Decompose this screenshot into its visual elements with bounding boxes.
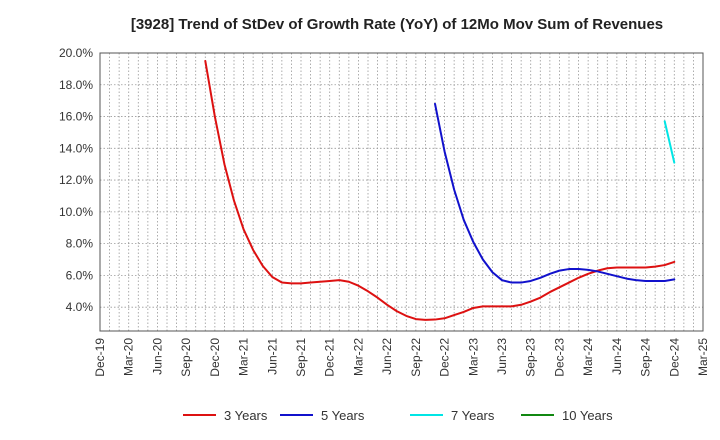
series-layer <box>204 59 676 321</box>
y-tick-label: 20.0% <box>59 46 93 60</box>
x-tick: Jun-24 <box>610 338 624 375</box>
chart-title: [3928] Trend of StDev of Growth Rate (Yo… <box>131 16 663 33</box>
x-tick: Dec-20 <box>208 338 222 377</box>
x-tick-label: Sep-23 <box>524 338 538 377</box>
x-tick: Mar-22 <box>351 338 365 376</box>
y-tick-label: 6.0% <box>66 268 94 282</box>
legend-label: 7 Years <box>451 408 495 423</box>
y-axis: 4.0% 6.0% 8.0% 10.0% 12.0% 14.0% 16.0% 18.0% 20.… <box>59 46 93 314</box>
plot-frame <box>99 52 704 332</box>
x-tick-label: Dec-24 <box>667 338 681 377</box>
x-tick-label: Dec-21 <box>323 338 337 377</box>
x-tick: Sep-20 <box>179 338 193 377</box>
x-axis: Dec-19 Mar-20 Jun-20 Sep-20 Dec-20 Mar-21 Jun-… <box>93 338 710 377</box>
x-tick-label: Sep-22 <box>409 338 423 377</box>
y-tick-label: 10.0% <box>59 205 93 219</box>
legend: 3 Years 5 Years 7 Years 10 Years <box>183 408 613 423</box>
x-tick-label: Sep-24 <box>639 338 653 377</box>
x-tick-label: Jun-21 <box>265 338 279 375</box>
x-tick: Mar-20 <box>122 338 136 376</box>
y-tick-label: 12.0% <box>59 173 93 187</box>
y-tick-label: 8.0% <box>66 237 94 251</box>
x-tick-label: Mar-22 <box>351 338 365 376</box>
y-tick-label: 14.0% <box>59 141 93 155</box>
x-tick-label: Dec-19 <box>93 338 107 377</box>
x-tick-label: Mar-20 <box>122 338 136 376</box>
x-tick: Mar-24 <box>581 338 595 376</box>
y-tick-label: 4.0% <box>66 300 94 314</box>
x-tick: Jun-23 <box>495 338 509 375</box>
grid <box>100 52 703 331</box>
x-tick-label: Sep-21 <box>294 338 308 377</box>
x-tick: Sep-22 <box>409 338 423 377</box>
legend-label: 3 Years <box>224 408 268 423</box>
legend-item: 5 Years <box>280 408 365 423</box>
x-tick-label: Mar-25 <box>696 338 710 376</box>
x-tick-label: Mar-23 <box>466 338 480 376</box>
x-tick-label: Jun-24 <box>610 338 624 375</box>
x-tick-label: Mar-21 <box>237 338 251 376</box>
series-line-5-years <box>434 102 676 284</box>
x-tick-label: Dec-22 <box>438 338 452 377</box>
x-tick: Dec-21 <box>323 338 337 377</box>
series-line-3-years <box>204 59 676 321</box>
legend-item: 3 Years <box>183 408 268 423</box>
x-tick: Mar-21 <box>237 338 251 376</box>
x-tick-label: Jun-23 <box>495 338 509 375</box>
x-tick: Mar-23 <box>466 338 480 376</box>
x-tick: Dec-22 <box>438 338 452 377</box>
x-tick: Dec-23 <box>552 338 566 377</box>
x-tick: Jun-20 <box>150 338 164 375</box>
legend-item: 7 Years <box>410 408 495 423</box>
x-tick: Sep-24 <box>639 338 653 377</box>
x-tick-label: Jun-20 <box>150 338 164 375</box>
x-tick: Sep-23 <box>524 338 538 377</box>
series-line-7-years <box>663 120 676 164</box>
x-tick-label: Mar-24 <box>581 338 595 376</box>
x-tick: Dec-24 <box>667 338 681 377</box>
x-tick: Dec-19 <box>93 338 107 377</box>
x-tick: Mar-25 <box>696 338 710 376</box>
x-tick: Jun-22 <box>380 338 394 375</box>
x-tick: Sep-21 <box>294 338 308 377</box>
legend-label: 5 Years <box>321 408 365 423</box>
y-tick-label: 18.0% <box>59 78 93 92</box>
y-tick-label: 16.0% <box>59 110 93 124</box>
legend-item: 10 Years <box>521 408 613 423</box>
x-tick: Jun-21 <box>265 338 279 375</box>
x-tick-label: Dec-20 <box>208 338 222 377</box>
legend-label: 10 Years <box>562 408 613 423</box>
x-tick-label: Sep-20 <box>179 338 193 377</box>
x-tick-label: Jun-22 <box>380 338 394 375</box>
x-tick-label: Dec-23 <box>552 338 566 377</box>
